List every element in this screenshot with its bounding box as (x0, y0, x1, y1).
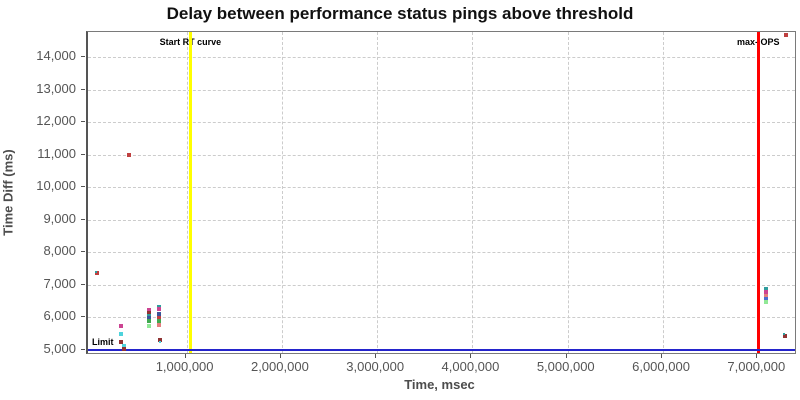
gridline-vertical (186, 32, 188, 353)
x-tick-label: 6,000,000 (632, 359, 690, 374)
data-point (94, 271, 99, 276)
y-tick-label: 10,000 (36, 178, 76, 194)
y-tick-label: 6,000 (43, 308, 76, 324)
x-tick-label: 5,000,000 (536, 359, 595, 374)
y-tick-label: 14,000 (36, 48, 76, 64)
data-point (146, 311, 151, 316)
gridline-horizontal (88, 89, 795, 91)
y-tick-label: 13,000 (36, 80, 76, 96)
max-jops-line (757, 32, 761, 353)
data-point (127, 153, 132, 158)
gridline-horizontal (88, 317, 795, 319)
data-point (764, 297, 769, 302)
limit-line (88, 348, 795, 351)
x-tick-mark (279, 354, 281, 358)
data-point (764, 299, 769, 304)
data-point (157, 322, 162, 327)
gridline-horizontal (88, 57, 795, 59)
data-point (146, 323, 151, 328)
data-point (118, 324, 123, 329)
x-tick-mark (184, 354, 186, 358)
limit-label: Limit (92, 336, 114, 347)
x-tick-label: 1,000,000 (155, 359, 214, 374)
data-point (122, 343, 127, 348)
gridline-horizontal (88, 219, 795, 221)
y-tick-mark (81, 186, 85, 188)
y-tick-label: 8,000 (43, 243, 76, 259)
y-tick-label: 5,000 (43, 340, 76, 356)
data-point (118, 332, 123, 337)
gridline-horizontal (88, 284, 795, 286)
gridline-horizontal (88, 122, 795, 124)
y-tick-mark (81, 251, 85, 253)
data-point (94, 271, 97, 274)
data-point (157, 312, 162, 317)
x-tick-label: 4,000,000 (441, 359, 500, 374)
x-tick-mark (470, 354, 472, 358)
gridline-vertical (567, 32, 569, 353)
gridline-vertical (281, 32, 283, 353)
start-rt-curve-line (189, 32, 193, 353)
data-point (764, 289, 769, 294)
data-point (146, 319, 151, 324)
y-tick-mark (81, 121, 85, 123)
data-point (764, 294, 769, 299)
max-jops-label: max-jOPS (698, 37, 800, 47)
y-tick-mark (81, 348, 85, 350)
data-point (157, 319, 162, 324)
x-tick-mark (565, 354, 567, 358)
data-point (146, 313, 151, 318)
x-tick-mark (756, 354, 758, 358)
data-point (783, 332, 786, 335)
x-tick-label: 2,000,000 (250, 359, 309, 374)
y-tick-mark (81, 56, 85, 58)
data-point (157, 304, 162, 309)
y-tick-label: 9,000 (43, 210, 76, 226)
y-tick-label: 7,000 (43, 275, 76, 291)
data-point (783, 334, 788, 339)
x-tick-mark (375, 354, 377, 358)
y-tick-label: 11,000 (37, 145, 76, 161)
y-tick-mark (81, 88, 85, 90)
gridline-vertical (377, 32, 379, 353)
data-point (158, 340, 161, 343)
data-point (146, 315, 151, 320)
gridline-horizontal (88, 252, 795, 254)
chart-title: Delay between performance status pings a… (166, 4, 634, 23)
x-tick-label: 7,000,000 (727, 359, 786, 374)
gridline-horizontal (88, 154, 795, 156)
gridline-vertical (472, 32, 474, 353)
y-tick-mark (81, 153, 85, 155)
gridline-horizontal (88, 187, 795, 189)
x-axis-title: Time, msec (404, 377, 475, 392)
data-point (157, 337, 162, 342)
x-tick-mark (661, 354, 663, 358)
data-point (122, 347, 127, 352)
y-tick-mark (81, 316, 85, 318)
y-tick-mark (81, 218, 85, 220)
data-point (764, 286, 769, 291)
data-point (783, 32, 788, 37)
data-point (157, 315, 162, 320)
data-point (157, 307, 162, 312)
gridline-vertical (663, 32, 665, 353)
y-tick-mark (81, 283, 85, 285)
data-point (118, 339, 123, 344)
data-point (146, 307, 151, 312)
x-tick-label: 3,000,000 (346, 359, 405, 374)
y-tick-label: 12,000 (36, 113, 76, 129)
